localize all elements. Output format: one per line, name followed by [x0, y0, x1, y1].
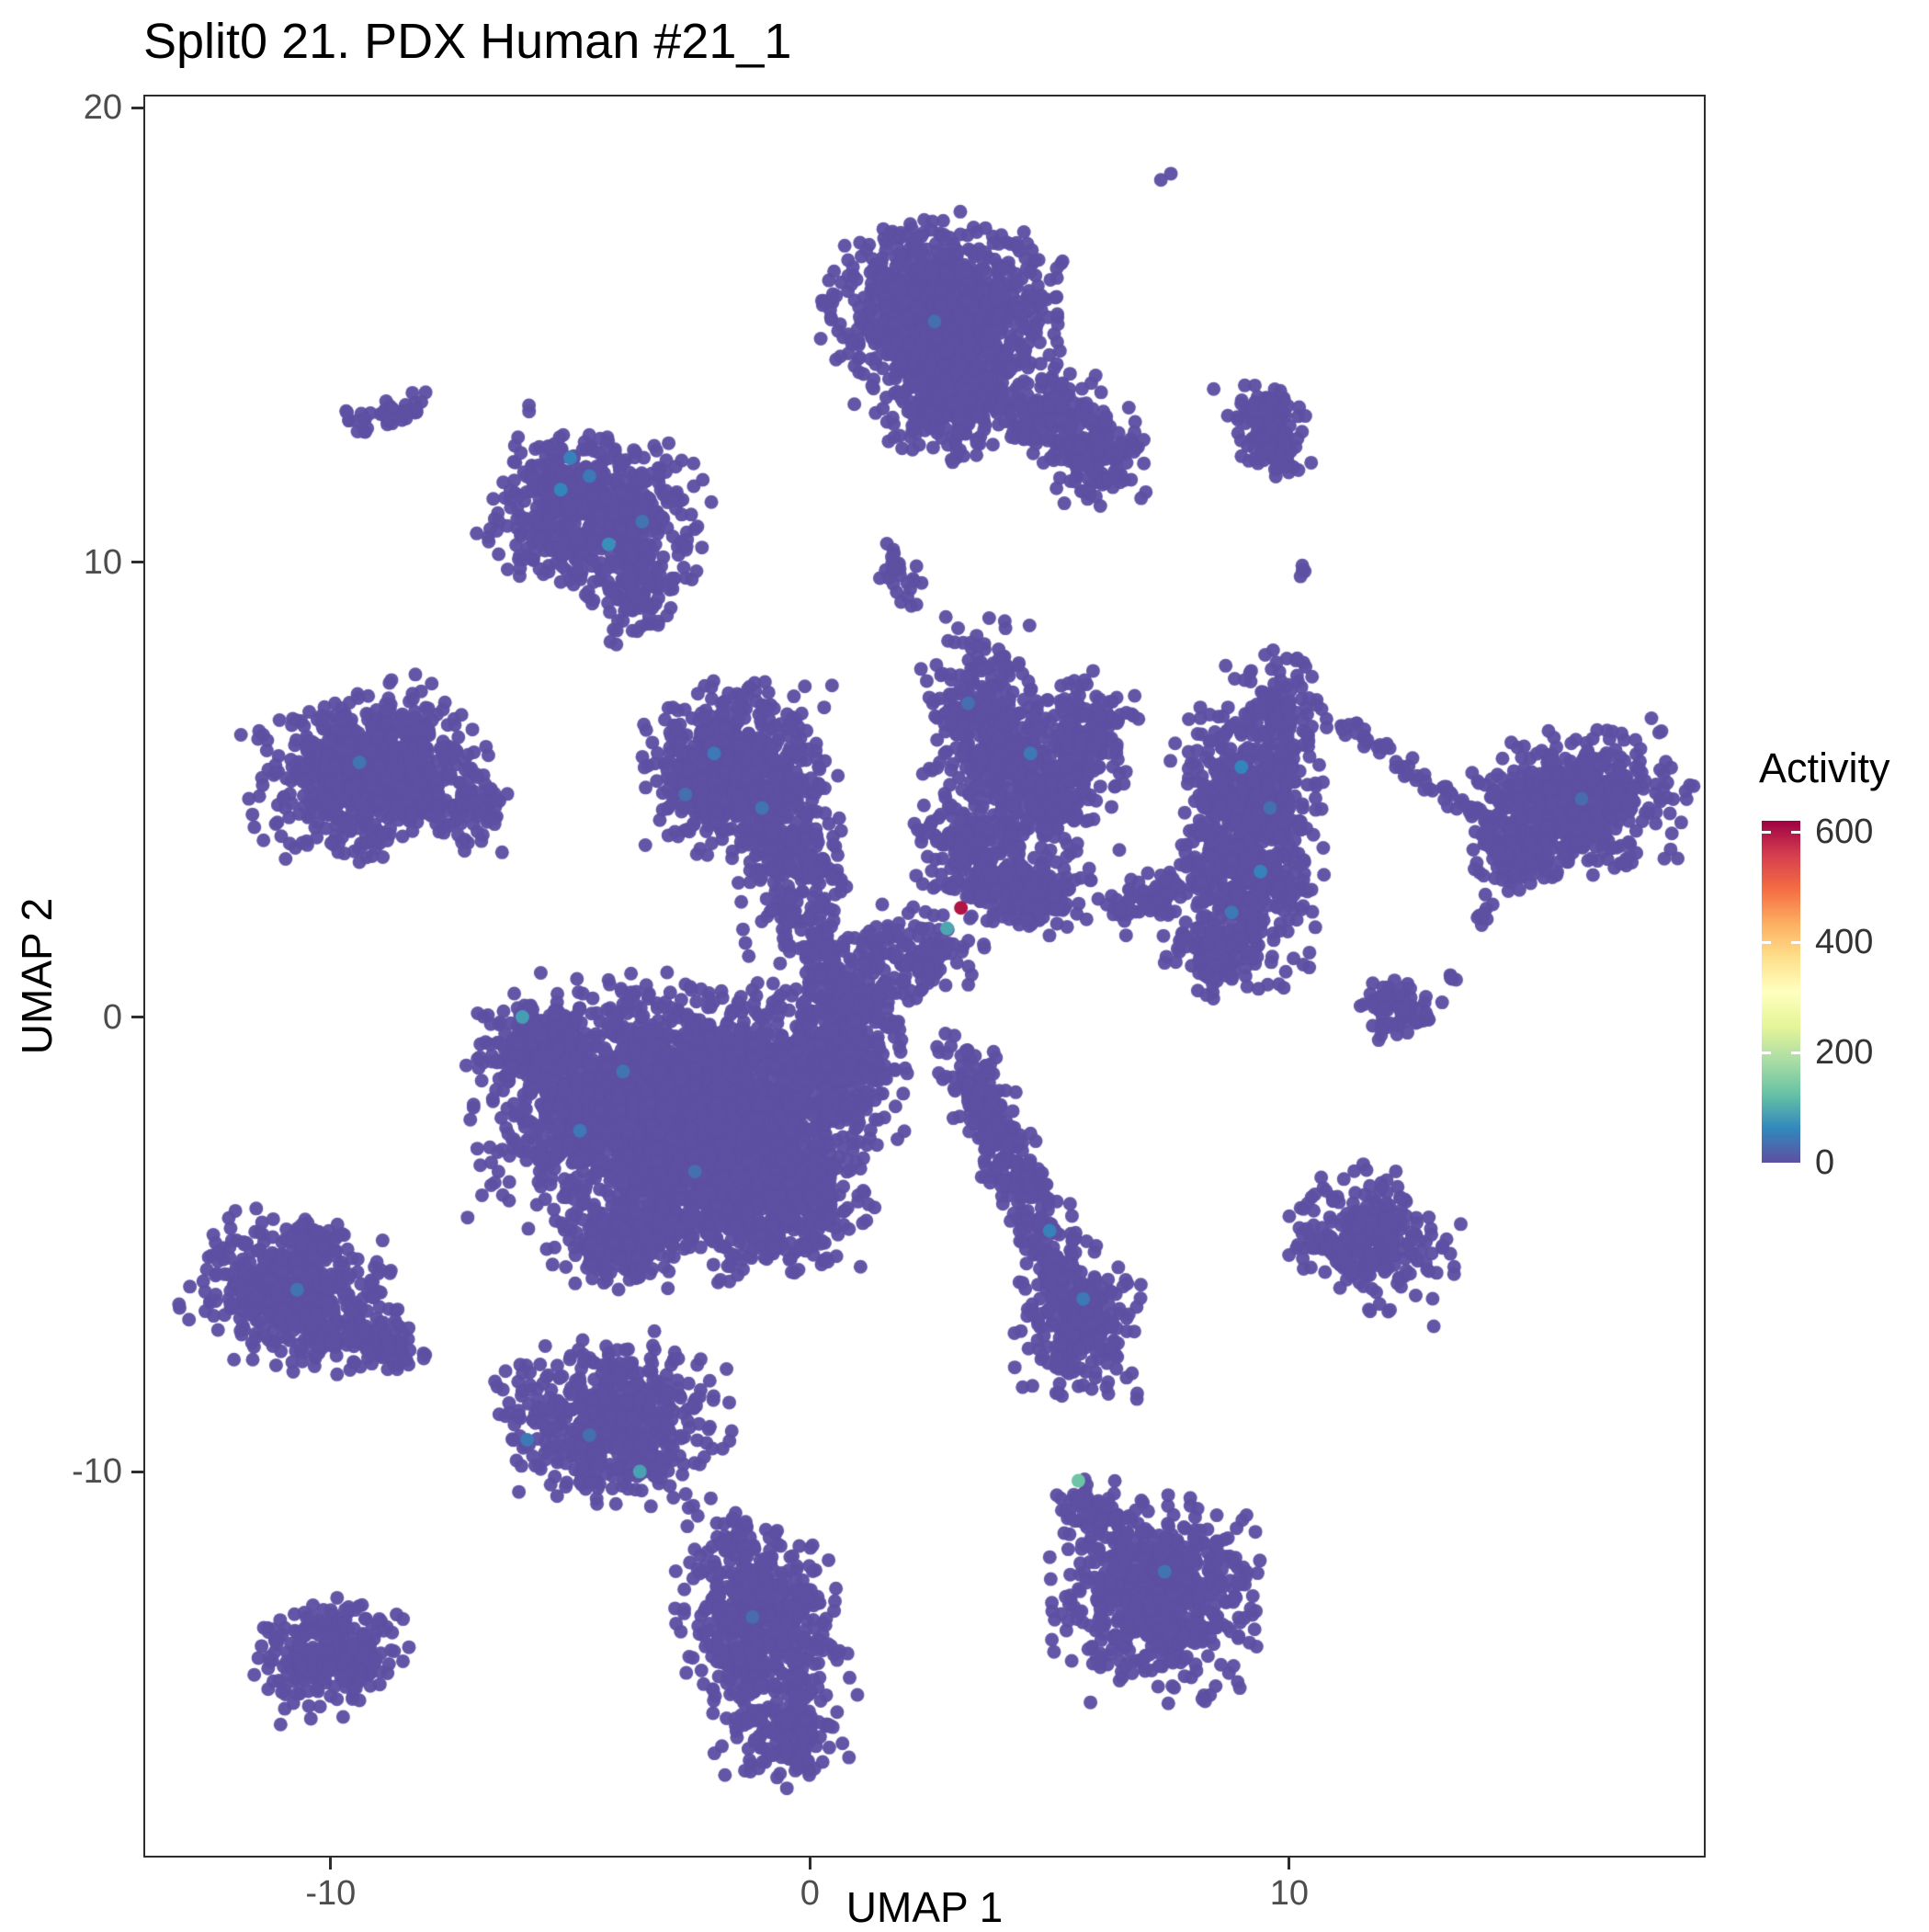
x-axis-tick	[1288, 1858, 1291, 1869]
legend-tick-mark	[1762, 830, 1771, 834]
x-tick-label: 0	[800, 1874, 820, 1913]
x-tick-label: 10	[1269, 1874, 1310, 1913]
chart-title: Split0 21. PDX Human #21_1	[143, 14, 792, 69]
y-axis-tick	[131, 1470, 143, 1473]
legend-tick-label: 600	[1815, 813, 1874, 851]
umap-scatter-canvas	[145, 97, 1704, 1856]
legend-colorbar	[1762, 821, 1800, 1163]
x-axis-title: UMAP 1	[845, 1883, 1004, 1931]
legend-tick-mark	[1791, 1051, 1800, 1054]
legend-tick-mark	[1762, 1051, 1771, 1054]
y-tick-label: 10	[83, 542, 122, 582]
legend-title: Activity	[1759, 744, 1890, 791]
y-axis-tick	[131, 561, 143, 564]
legend-tick-mark	[1791, 830, 1800, 834]
y-tick-label: 20	[83, 88, 122, 128]
y-axis-tick	[131, 106, 143, 109]
legend-tick-label: 200	[1815, 1033, 1874, 1072]
y-tick-label: 0	[102, 997, 122, 1037]
legend-tick-label: 0	[1815, 1143, 1835, 1182]
y-tick-label: -10	[72, 1452, 122, 1492]
x-axis-tick	[808, 1858, 811, 1869]
y-axis-tick	[131, 1016, 143, 1018]
legend-tick-mark	[1791, 940, 1800, 944]
plot-panel	[143, 95, 1706, 1858]
legend-tick-mark	[1762, 940, 1771, 944]
legend-tick-label: 400	[1815, 923, 1874, 961]
x-tick-label: -10	[305, 1874, 357, 1913]
x-axis-tick	[329, 1858, 333, 1869]
